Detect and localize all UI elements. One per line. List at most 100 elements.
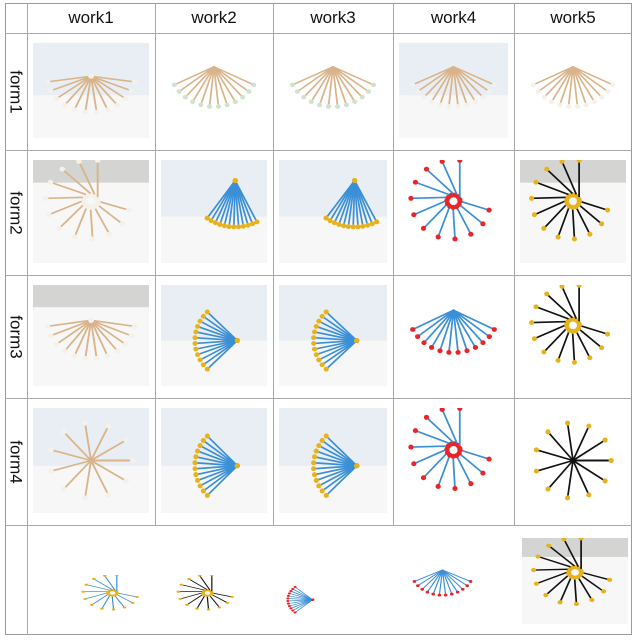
sculpture-drawing <box>279 408 387 513</box>
swab-stick <box>422 202 449 230</box>
swab-tip <box>541 94 547 100</box>
swab-tip <box>443 593 448 597</box>
swab-tip <box>82 495 88 501</box>
swab-tip <box>93 109 100 115</box>
swab-tip <box>193 454 199 460</box>
swab-stick <box>430 309 455 349</box>
swab-tip <box>545 486 551 492</box>
swab-tip <box>446 350 452 355</box>
swab-stick <box>535 449 574 462</box>
swab-stick <box>545 573 571 596</box>
swab-stick <box>194 464 239 470</box>
swab-tip <box>208 218 214 224</box>
swab-stick <box>179 592 204 600</box>
swab-stick <box>321 315 358 342</box>
swab-stick <box>210 594 229 604</box>
swab-tip <box>240 223 246 229</box>
swab-tip <box>408 195 414 201</box>
swab-tip <box>425 590 430 594</box>
swab-stick <box>90 319 136 328</box>
swab-stick <box>199 464 239 487</box>
swab-tip <box>533 468 539 474</box>
swab-tip <box>311 346 318 352</box>
swab-tip <box>94 197 101 202</box>
swab-stick <box>58 202 86 230</box>
row-header-form4: form4 <box>5 398 27 525</box>
swab-stick <box>557 329 571 362</box>
swab-tip <box>544 291 550 297</box>
swab-tip <box>88 317 94 323</box>
swab-tip <box>100 607 104 610</box>
sculpture-photo-form1-work5 <box>520 43 626 138</box>
swab-tip <box>437 593 442 597</box>
swab-stick <box>90 75 109 111</box>
swab-tip <box>359 94 365 100</box>
swab-tip <box>94 160 101 163</box>
swab-stick <box>199 444 239 467</box>
swab-stick <box>421 569 444 590</box>
column-divider <box>27 3 28 635</box>
swab-tip <box>549 99 555 105</box>
swab-stick <box>332 65 375 86</box>
swab-stick <box>413 569 444 582</box>
swab-tip <box>457 197 463 202</box>
swab-stick <box>90 75 98 113</box>
swab-stick <box>547 431 574 462</box>
column-header-work1: work1 <box>68 8 114 27</box>
swab-tip <box>531 212 537 218</box>
swab-tip <box>204 309 210 315</box>
swab-tip <box>53 341 60 347</box>
sculpture-photo-form4-work4 <box>399 408 508 513</box>
swab-stick <box>96 203 124 225</box>
swab-stick <box>567 65 574 108</box>
swab-stick <box>287 599 314 604</box>
swab-tip <box>313 324 319 329</box>
swab-tip <box>193 346 199 352</box>
swab-tip <box>287 604 291 608</box>
swab-tip <box>464 102 470 108</box>
swab-tip <box>71 234 78 240</box>
row-divider <box>5 150 632 151</box>
swab-tip <box>115 575 119 577</box>
swab-tip <box>249 221 256 227</box>
swab-stick <box>84 459 92 499</box>
swab-tip <box>210 591 214 594</box>
swab-tip <box>531 336 537 342</box>
swab-tip <box>336 222 342 227</box>
swab-tip <box>480 340 486 346</box>
swab-tip <box>428 345 435 350</box>
swab-tip <box>557 102 563 108</box>
swab-tip <box>437 348 443 354</box>
swab-tip <box>81 590 86 593</box>
swab-tip <box>135 595 139 598</box>
swab-stick <box>78 160 97 198</box>
swab-stick <box>196 594 206 609</box>
row-label: form4 <box>7 439 26 484</box>
swab-stick <box>550 65 574 103</box>
swab-stick <box>452 309 496 331</box>
swab-tip <box>323 366 329 372</box>
swab-stick <box>97 200 130 211</box>
swab-tip <box>557 600 563 605</box>
swab-tip <box>412 428 419 434</box>
swab-tip <box>84 583 89 586</box>
swab-stick <box>213 65 237 103</box>
swab-tip <box>599 345 605 351</box>
swab-tip <box>365 222 371 228</box>
swab-tip <box>316 443 322 449</box>
swab-tip <box>369 221 375 227</box>
swab-stick <box>458 203 484 225</box>
swab-tip <box>286 594 290 598</box>
swab-stick <box>90 319 119 352</box>
swab-tip <box>47 179 54 185</box>
swab-tip <box>571 236 577 242</box>
swab-stick <box>200 65 215 106</box>
swab-stick <box>411 65 455 86</box>
swab-tip <box>42 195 49 201</box>
swab-stick <box>202 339 239 366</box>
swab-tip <box>311 466 317 472</box>
sculpture-photo-bottom-5 <box>522 538 628 624</box>
swab-stick <box>572 65 596 103</box>
swab-tip <box>60 486 67 492</box>
swab-stick <box>208 65 215 108</box>
